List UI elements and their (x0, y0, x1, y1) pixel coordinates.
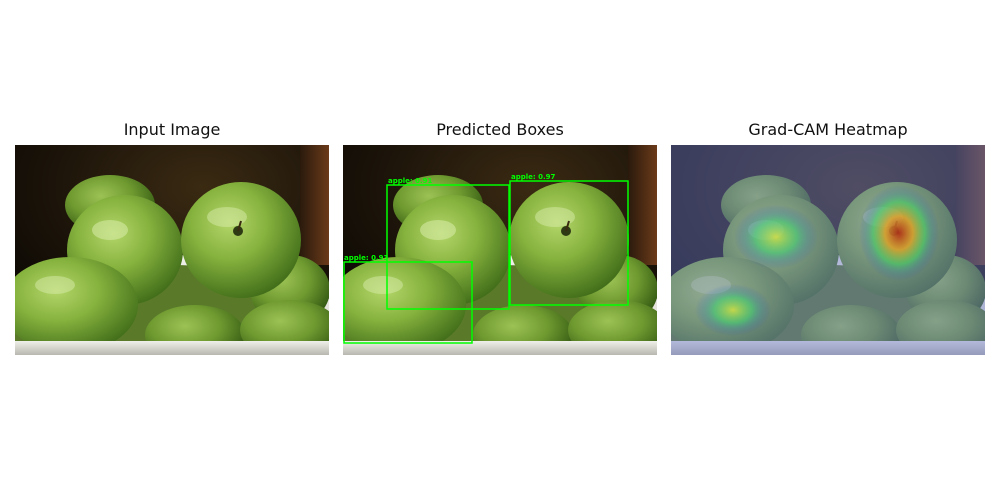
heat-region-left-apple (734, 205, 818, 269)
detection-box-2: apple: 0.97 (509, 173, 629, 306)
detection-box-3: apple: 0.93 (343, 254, 473, 344)
heat-region-bottom-apple (695, 284, 771, 336)
input-image-title: Input Image (123, 120, 221, 139)
heat-region-right-apple (859, 185, 939, 281)
predicted-boxes-image: apple: 0.91 apple: 0.97 apple: 0.93 (343, 145, 657, 355)
predicted-boxes-title: Predicted Boxes (436, 120, 564, 139)
detection-label-2: apple: 0.97 (511, 173, 556, 181)
detection-box-1: apple: 0.91 (386, 177, 510, 310)
input-image (15, 145, 329, 355)
detection-label-3: apple: 0.93 (344, 254, 389, 262)
gradcam-heatmap-image (671, 145, 985, 355)
detection-label-1: apple: 0.91 (388, 177, 433, 185)
gradcam-heatmap-title: Grad-CAM Heatmap (748, 120, 908, 139)
